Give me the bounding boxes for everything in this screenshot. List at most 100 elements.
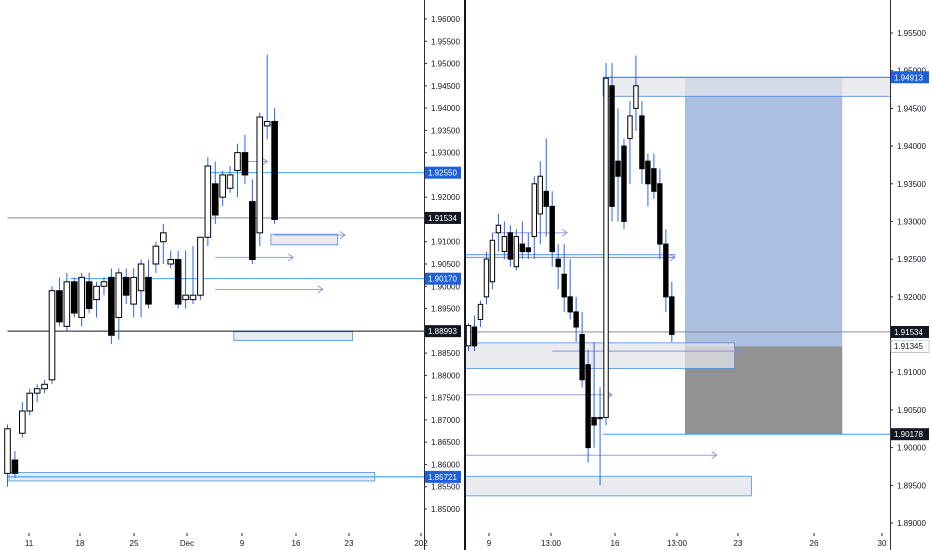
price-tag-box xyxy=(890,339,930,353)
y-tick-label: 1.91000 xyxy=(897,368,926,377)
y-tick-label: 1.85500 xyxy=(431,483,460,492)
y-tick-label: 1.92000 xyxy=(431,193,460,202)
x-tick-label: 13:00 xyxy=(667,539,688,548)
y-tick-label: 1.95000 xyxy=(431,60,460,69)
price-tag-box xyxy=(425,272,461,285)
y-tick-label: 1.93000 xyxy=(897,217,926,226)
candle-bear xyxy=(56,290,63,323)
candle-bull xyxy=(115,272,123,318)
candle-bull xyxy=(256,116,264,234)
candle-bear xyxy=(561,273,567,298)
candle-bull xyxy=(226,174,234,189)
intraday-candlestick-chart[interactable]: 1.95500 1.95000 1.94500 1.94000 1.93500 1.930… xyxy=(465,0,932,550)
candle-bull xyxy=(48,290,56,381)
candle-bull xyxy=(182,294,189,301)
y-tick-label: 1.87500 xyxy=(431,394,460,403)
candle-bear xyxy=(507,232,514,260)
candle-bear xyxy=(651,168,657,192)
price-tag-label: 1.91534 xyxy=(894,328,923,337)
y-tick-label: 1.93000 xyxy=(431,149,460,158)
candle-bull xyxy=(19,410,26,434)
candle-bear xyxy=(567,296,573,313)
candle-bear xyxy=(669,296,675,336)
candle-bear xyxy=(615,160,621,177)
candle-bear xyxy=(621,145,627,222)
x-tick-label: Dec xyxy=(180,539,194,548)
candle-bull xyxy=(4,428,11,474)
x-tick-label: 30 xyxy=(878,539,887,548)
projection-arrow-head xyxy=(287,253,294,262)
candle-bear xyxy=(174,259,182,305)
candle-bear xyxy=(573,311,579,328)
price-tag-box xyxy=(425,470,461,483)
candle-bull xyxy=(152,245,160,265)
projection-arrow-head xyxy=(261,157,268,166)
candle-bull xyxy=(189,294,197,301)
y-tick-label: 1.93500 xyxy=(431,126,460,135)
candle-bull xyxy=(513,236,520,268)
y-tick-label: 1.90500 xyxy=(897,406,926,415)
x-tick-label: 13:00 xyxy=(541,539,562,548)
price-tag-box xyxy=(891,325,929,338)
candle-bear xyxy=(249,201,256,261)
x-tick-label: 16 xyxy=(292,539,301,548)
candle-bull xyxy=(33,388,41,394)
x-tick-label: 18 xyxy=(76,539,85,548)
candle-bull xyxy=(477,303,484,320)
candle-bear xyxy=(471,326,478,347)
candle-bear xyxy=(271,120,278,220)
chart-divider xyxy=(464,0,466,550)
x-tick-label: 26 xyxy=(810,539,819,548)
supply-demand-zone xyxy=(465,342,736,369)
y-tick-label: 1.95500 xyxy=(431,37,460,46)
candle-bull xyxy=(603,77,609,418)
x-tick-label: 9 xyxy=(487,539,492,548)
supply-demand-zone xyxy=(602,77,890,97)
candle-bull xyxy=(489,239,496,283)
plot-area xyxy=(465,55,890,497)
y-tick-label: 1.89500 xyxy=(431,305,460,314)
candle-bull xyxy=(137,263,145,292)
candle-bull xyxy=(160,232,167,243)
plot-background xyxy=(0,0,424,532)
price-tag-label: 1.90170 xyxy=(428,275,457,284)
candle-bear xyxy=(211,183,219,216)
candle-bear xyxy=(145,276,152,305)
projection-arrow-head xyxy=(711,451,718,460)
x-tick-label: 23 xyxy=(345,539,354,548)
candle-bull xyxy=(465,324,472,347)
candle-bear xyxy=(591,416,597,426)
y-tick-label: 1.88500 xyxy=(431,349,460,358)
candle-bear xyxy=(585,364,591,449)
candle-bull xyxy=(26,392,34,412)
candle-bull xyxy=(130,276,137,305)
price-tag-box xyxy=(425,211,461,224)
supply-demand-zone xyxy=(465,254,676,259)
x-tick-label: 16 xyxy=(611,539,620,548)
y-tick-label: 1.94000 xyxy=(431,104,460,113)
y-tick-label: 1.96000 xyxy=(431,15,460,24)
candle-bull xyxy=(483,258,490,298)
y-tick-label: 1.90000 xyxy=(431,282,460,291)
y-tick-label: 1.92000 xyxy=(897,293,926,302)
candle-bear xyxy=(609,85,615,207)
projection-arrow-head xyxy=(317,285,324,294)
price-tag-box xyxy=(425,325,461,338)
y-tick-label: 1.94000 xyxy=(897,142,926,151)
candle-bull xyxy=(78,276,86,318)
y-tick-label: 1.86500 xyxy=(431,438,460,447)
daily-candlestick-chart[interactable]: 1.96000 1.95500 1.95000 1.94500 1.94000 1.935… xyxy=(0,0,464,550)
y-tick-label: 1.94500 xyxy=(897,104,926,113)
candle-bull xyxy=(263,120,271,127)
candle-bear xyxy=(579,334,585,381)
y-tick-label: 1.94500 xyxy=(431,82,460,91)
price-tag-box xyxy=(891,71,929,84)
y-tick-label: 1.95000 xyxy=(897,67,926,76)
candle-bull xyxy=(537,175,543,215)
candle-bear xyxy=(543,190,549,207)
candle-bull xyxy=(627,115,633,140)
long-position-target-zone xyxy=(684,77,843,347)
time-axis-background xyxy=(0,532,424,550)
candle-bull xyxy=(93,285,100,301)
